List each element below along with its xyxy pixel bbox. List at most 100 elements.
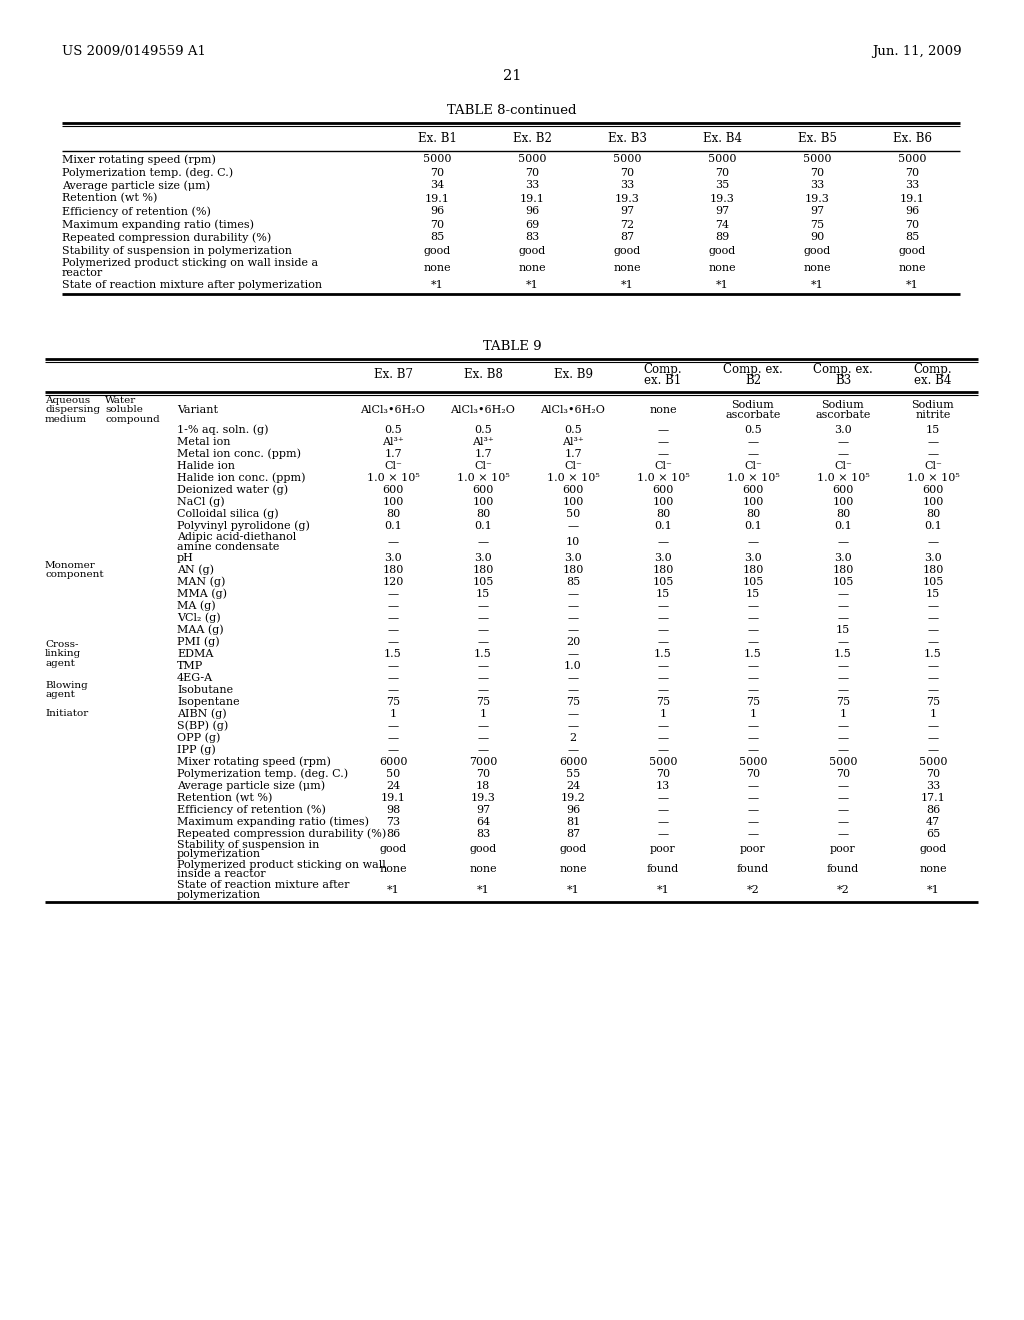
Text: Ex. B1: Ex. B1	[418, 132, 457, 145]
Text: MAA (g): MAA (g)	[177, 624, 223, 635]
Text: 0.1: 0.1	[474, 521, 492, 531]
Text: —: —	[657, 744, 669, 755]
Text: 85: 85	[905, 232, 920, 243]
Text: *1: *1	[927, 884, 939, 895]
Text: —: —	[928, 601, 939, 611]
Text: none: none	[649, 405, 677, 414]
Text: 80: 80	[386, 510, 400, 519]
Text: AIBN (g): AIBN (g)	[177, 709, 226, 719]
Text: State of reaction mixture after: State of reaction mixture after	[177, 880, 349, 890]
Text: 35: 35	[716, 181, 730, 190]
Text: TMP: TMP	[177, 661, 203, 671]
Text: none: none	[709, 263, 736, 273]
Text: —: —	[928, 437, 939, 447]
Text: good: good	[920, 845, 946, 854]
Text: 24: 24	[566, 781, 581, 791]
Text: 70: 70	[525, 168, 540, 177]
Text: Sodium: Sodium	[731, 400, 774, 411]
Text: 15: 15	[745, 589, 760, 599]
Text: 83: 83	[525, 232, 540, 243]
Text: —: —	[657, 733, 669, 743]
Text: 85: 85	[566, 577, 581, 587]
Text: 97: 97	[716, 206, 729, 216]
Text: —: —	[657, 817, 669, 828]
Text: 75: 75	[566, 697, 580, 708]
Text: —: —	[657, 661, 669, 671]
Text: 3.0: 3.0	[654, 553, 672, 564]
Text: AN (g): AN (g)	[177, 565, 214, 576]
Text: 100: 100	[562, 498, 584, 507]
Text: 5000: 5000	[518, 154, 547, 165]
Text: Halide ion: Halide ion	[177, 461, 234, 471]
Text: —: —	[567, 521, 579, 531]
Text: Ex. B4: Ex. B4	[703, 132, 742, 145]
Text: Comp. ex.: Comp. ex.	[813, 363, 872, 376]
Text: 70: 70	[836, 770, 850, 779]
Text: 0.1: 0.1	[744, 521, 762, 531]
Text: 105: 105	[472, 577, 494, 587]
Text: Retention (wt %): Retention (wt %)	[177, 793, 272, 803]
Text: Retention (wt %): Retention (wt %)	[62, 193, 158, 203]
Text: 3.0: 3.0	[384, 553, 401, 564]
Text: 0.1: 0.1	[835, 521, 852, 531]
Text: 0.1: 0.1	[384, 521, 401, 531]
Text: —: —	[387, 673, 398, 682]
Text: —: —	[657, 425, 669, 436]
Text: good: good	[559, 845, 587, 854]
Text: *1: *1	[387, 884, 399, 895]
Text: —: —	[748, 661, 759, 671]
Text: —: —	[387, 537, 398, 546]
Text: —: —	[387, 612, 398, 623]
Text: Cl⁻: Cl⁻	[924, 461, 942, 471]
Text: 180: 180	[742, 565, 764, 576]
Text: 19.3: 19.3	[805, 194, 829, 203]
Text: 600: 600	[652, 484, 674, 495]
Text: 1: 1	[389, 709, 396, 719]
Text: 1.0 × 10⁵: 1.0 × 10⁵	[367, 473, 420, 483]
Text: —: —	[387, 638, 398, 647]
Text: Cl⁻: Cl⁻	[744, 461, 762, 471]
Text: Water: Water	[105, 396, 136, 405]
Text: 2: 2	[569, 733, 577, 743]
Text: none: none	[519, 263, 547, 273]
Text: —: —	[928, 721, 939, 731]
Text: MA (g): MA (g)	[177, 601, 216, 611]
Text: 72: 72	[621, 219, 635, 230]
Text: Comp.: Comp.	[644, 363, 682, 376]
Text: 81: 81	[566, 817, 581, 828]
Text: 33: 33	[926, 781, 940, 791]
Text: 85: 85	[430, 232, 444, 243]
Text: —: —	[657, 537, 669, 546]
Text: 19.1: 19.1	[520, 194, 545, 203]
Text: Metal ion conc. (ppm): Metal ion conc. (ppm)	[177, 449, 301, 459]
Text: —: —	[928, 673, 939, 682]
Text: —: —	[748, 829, 759, 840]
Text: —: —	[567, 721, 579, 731]
Text: Sodium: Sodium	[821, 400, 864, 411]
Text: —: —	[838, 601, 849, 611]
Text: 180: 180	[652, 565, 674, 576]
Text: 600: 600	[742, 484, 764, 495]
Text: 98: 98	[386, 805, 400, 814]
Text: none: none	[424, 263, 452, 273]
Text: 70: 70	[810, 168, 824, 177]
Text: none: none	[379, 865, 407, 874]
Text: 96: 96	[525, 206, 540, 216]
Text: 89: 89	[716, 232, 730, 243]
Text: State of reaction mixture after polymerization: State of reaction mixture after polymeri…	[62, 281, 323, 290]
Text: Efficiency of retention (%): Efficiency of retention (%)	[62, 206, 211, 216]
Text: 75: 75	[476, 697, 490, 708]
Text: polymerization: polymerization	[177, 849, 261, 859]
Text: —: —	[838, 449, 849, 459]
Text: *2: *2	[746, 884, 760, 895]
Text: 18: 18	[476, 781, 490, 791]
Text: compound: compound	[105, 414, 160, 424]
Text: —: —	[477, 612, 488, 623]
Text: —: —	[838, 721, 849, 731]
Text: good: good	[519, 246, 546, 256]
Text: *1: *1	[716, 281, 729, 290]
Text: 19.1: 19.1	[900, 194, 925, 203]
Text: Monomer: Monomer	[45, 561, 96, 570]
Text: —: —	[657, 612, 669, 623]
Text: S(BP) (g): S(BP) (g)	[177, 721, 228, 731]
